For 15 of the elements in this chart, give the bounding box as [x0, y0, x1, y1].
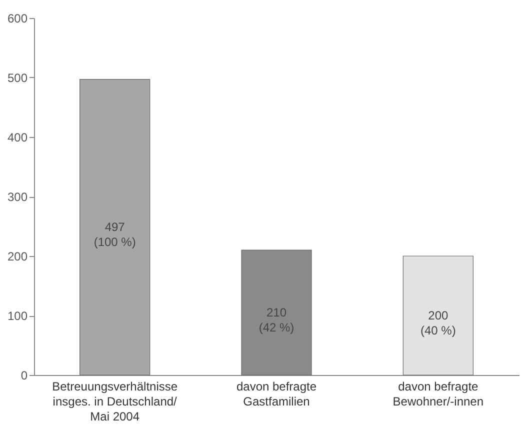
x-tick-label: davon befragte Gastfamilien [236, 380, 317, 408]
data-label: 200 (40 %) [420, 308, 456, 338]
x-tick-label: davon befragte Bewohner/-innen [392, 380, 484, 408]
y-tick-label: 100 [7, 309, 28, 323]
y-tick-label: 600 [7, 12, 28, 26]
data-label: 210 (42 %) [258, 306, 294, 335]
x-tick-label: Betreuungsverhältnisse insges. in Deutschland/ Mai 2004 [52, 380, 178, 424]
y-tick-label: 200 [7, 250, 28, 264]
bar [402, 256, 474, 376]
bar [80, 78, 150, 376]
y-tick-label: 500 [7, 71, 28, 85]
y-tick-label: 0 [20, 368, 28, 382]
y-tick-label: 400 [7, 130, 28, 144]
data-label: 497 (100 %) [94, 220, 136, 250]
y-tick-label: 300 [7, 190, 28, 204]
